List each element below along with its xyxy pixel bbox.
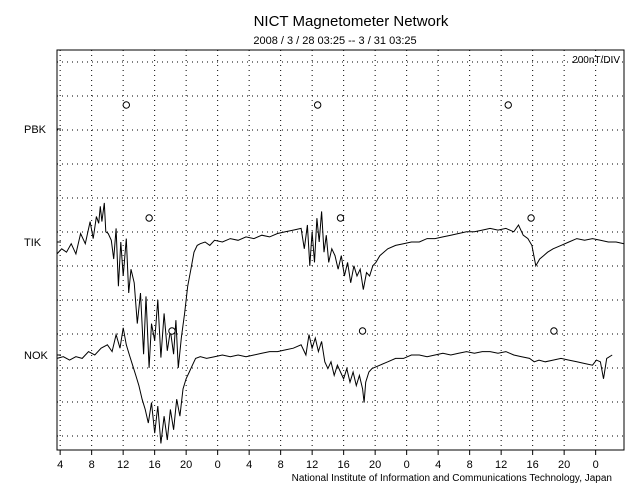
grid [57, 50, 624, 450]
scale-label: 200nT/DIV [572, 55, 620, 66]
x-tick-label: 16 [338, 459, 350, 471]
trace-nok [56, 327, 613, 444]
x-tick-label: 20 [369, 459, 381, 471]
noon-markers [122, 101, 558, 335]
x-tick-label: 4 [435, 459, 441, 471]
x-tick-label: 4 [246, 459, 252, 471]
trace-tik [56, 202, 625, 368]
noon-marker [504, 101, 512, 109]
x-tick-label: 12 [117, 459, 129, 471]
x-tick-label: 12 [495, 459, 507, 471]
noon-marker [358, 327, 367, 335]
station-label-nok: NOK [24, 350, 49, 362]
chart-title: NICT Magnetometer Network [254, 13, 449, 30]
x-axis: 4 8 12 16 20 0 4 8 12 16 20 0 4 8 12 16 20 0 [57, 450, 599, 471]
x-tick-label: 8 [89, 459, 95, 471]
x-tick-label: 16 [149, 459, 161, 471]
noon-marker [550, 327, 558, 335]
x-tick-label: 0 [215, 459, 221, 471]
station-label-pbk: PBK [24, 124, 47, 136]
x-tick-label: 8 [467, 459, 473, 471]
noon-marker [527, 214, 535, 222]
x-tick-label: 0 [593, 459, 599, 471]
noon-marker [122, 101, 131, 109]
x-tick-label: 8 [278, 459, 284, 471]
noon-marker [313, 101, 322, 109]
x-tick-label: 0 [404, 459, 410, 471]
x-tick-label: 20 [558, 459, 570, 471]
noon-marker [336, 214, 345, 222]
station-label-tik: TIK [24, 237, 42, 249]
x-tick-label: 12 [306, 459, 318, 471]
plot-frame [56, 49, 625, 451]
chart-subtitle: 2008 / 3 / 28 03:25 -- 3 / 31 03:25 [253, 35, 416, 47]
traces [56, 202, 625, 444]
credit-text: National Institute of Information and Co… [292, 473, 612, 484]
x-tick-label: 20 [180, 459, 192, 471]
noon-marker [145, 214, 153, 222]
noon-marker [168, 327, 176, 335]
x-tick-label: 4 [57, 459, 63, 471]
x-tick-label: 16 [527, 459, 539, 471]
station-labels: PBK TIK NOK [24, 124, 61, 362]
